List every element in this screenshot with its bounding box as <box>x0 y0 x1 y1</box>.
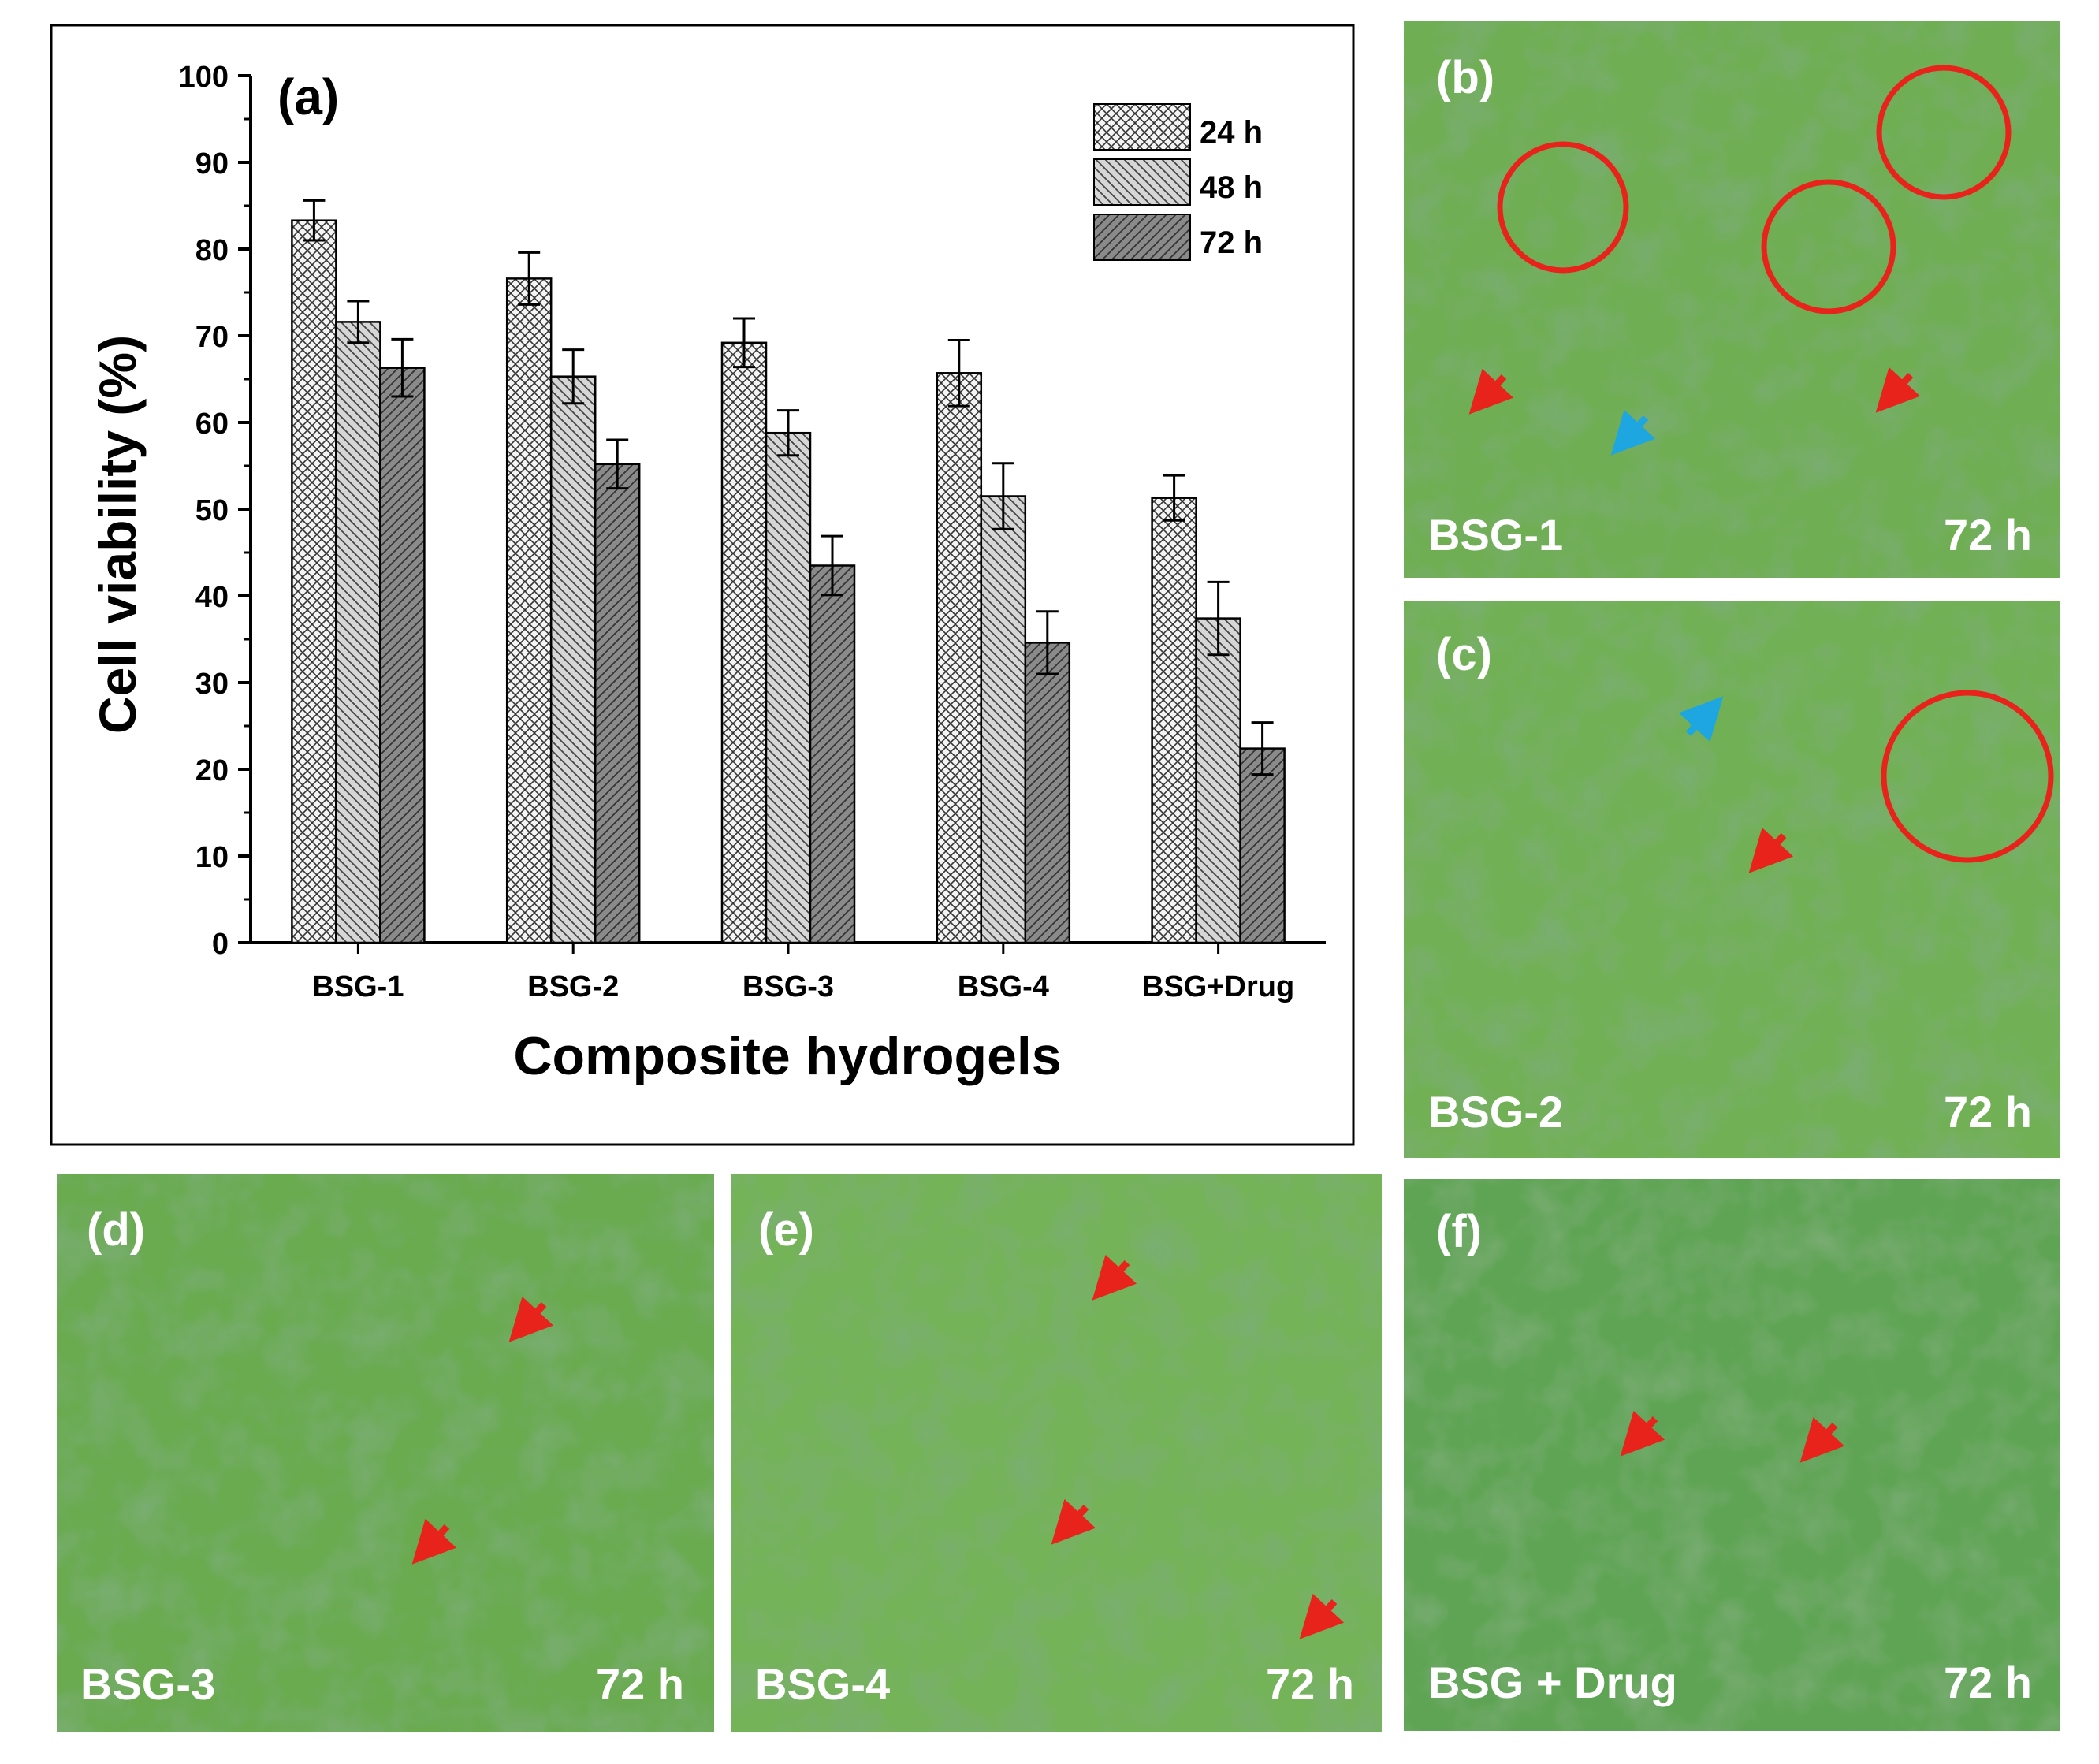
annotation-arrow-red <box>411 1518 457 1565</box>
micrograph-f-time: 72 h <box>1944 1658 2032 1707</box>
chart-area: 0 10 20 30 40 50 60 70 80 90 100 BSG-1 BSG-2 BSG-3 BSG… <box>179 61 1326 1003</box>
legend-label-48h: 48 h <box>1200 170 1263 205</box>
micrograph-f-image <box>1404 1179 2060 1731</box>
legend-label-24h: 24 h <box>1200 115 1263 150</box>
micrograph-panels: (b) BSG-1 72 h (c) BSG-2 72 h (d) BSG-3 … <box>57 21 2060 1732</box>
x-tick-label: BSG-3 <box>742 970 834 1003</box>
chart-panel: 0 10 20 30 40 50 60 70 80 90 100 BSG-1 BSG-2 BSG-3 BSG… <box>50 24 1355 1146</box>
micrograph-e-label: (e) <box>758 1204 814 1256</box>
micrograph-d-label: (d) <box>87 1204 145 1256</box>
micrograph-f-label: (f) <box>1436 1206 1482 1257</box>
bar-72h-BSG+Drug <box>1239 747 1286 944</box>
annotation-arrow-cyan <box>1678 696 1724 742</box>
micrograph-f: (f) BSG + Drug 72 h <box>1404 1179 2060 1731</box>
bar-24h-BSG+Drug <box>1151 497 1197 944</box>
y-tick-label: 50 <box>195 494 229 527</box>
x-tick-label: BSG-2 <box>527 970 619 1003</box>
y-tick-label: 60 <box>195 408 229 441</box>
micrograph-d-time: 72 h <box>596 1659 684 1709</box>
annotation-circle <box>1761 179 1896 314</box>
micrograph-b-image <box>1404 21 2060 578</box>
micrograph-c-sample: BSG-2 <box>1428 1087 1563 1137</box>
bar-24h-BSG-1 <box>291 219 337 944</box>
bar-48h-BSG-3 <box>765 431 812 944</box>
micrograph-e-sample: BSG-4 <box>755 1659 890 1709</box>
micrograph-e: (e) BSG-4 72 h <box>731 1174 1382 1732</box>
micrograph-f-sample: BSG + Drug <box>1428 1658 1677 1707</box>
legend-label-72h: 72 h <box>1200 225 1263 260</box>
micrograph-c-time: 72 h <box>1944 1087 2032 1137</box>
bar-24h-BSG-2 <box>505 277 553 944</box>
annotation-circle <box>1876 65 2012 200</box>
annotation-circle <box>1497 141 1629 274</box>
annotation-arrow-red <box>508 1296 554 1342</box>
micrograph-b: (b) BSG-1 72 h <box>1404 21 2060 578</box>
micrograph-c: (c) BSG-2 72 h <box>1404 601 2060 1158</box>
legend: 24 h 48 h 72 h <box>1093 103 1263 261</box>
y-axis-label: Cell viability (%) <box>88 335 147 734</box>
annotation-arrow-red <box>1092 1254 1137 1301</box>
y-tick-label: 10 <box>195 841 229 874</box>
annotation-arrow-red <box>1748 827 1794 873</box>
bar-24h-BSG-4 <box>936 372 983 944</box>
micrograph-d-image <box>57 1174 714 1732</box>
y-tick-label: 30 <box>195 668 229 701</box>
micrograph-b-time: 72 h <box>1944 510 2032 560</box>
micrograph-b-sample: BSG-1 <box>1428 510 1563 560</box>
x-axis-label: Composite hydrogels <box>513 1026 1061 1086</box>
annotation-circle <box>1881 690 2054 863</box>
annotation-arrow-red <box>1799 1416 1845 1463</box>
micrograph-d-sample: BSG-3 <box>80 1659 215 1709</box>
bar-48h-BSG-2 <box>549 375 597 944</box>
x-tick-label: BSG+Drug <box>1142 970 1294 1003</box>
bar-72h-BSG-2 <box>594 463 641 944</box>
legend-swatch-24h <box>1093 103 1191 151</box>
micrograph-c-image <box>1404 601 2060 1158</box>
bar-72h-BSG-3 <box>809 564 856 944</box>
bar-48h-BSG+Drug <box>1195 617 1241 944</box>
annotation-arrow-red <box>1875 367 1921 413</box>
annotation-arrow-red <box>1051 1498 1096 1545</box>
y-tick-label: 0 <box>212 928 229 961</box>
bar-48h-BSG-4 <box>980 495 1027 944</box>
bar-72h-BSG-1 <box>379 367 426 944</box>
bar-24h-BSG-3 <box>720 341 768 944</box>
micrograph-b-label: (b) <box>1436 52 1494 103</box>
legend-swatch-48h <box>1093 158 1191 206</box>
y-tick-label: 20 <box>195 754 229 787</box>
legend-swatch-72h <box>1093 214 1191 261</box>
chart-frame <box>50 24 1355 1146</box>
bar-72h-BSG-4 <box>1024 642 1071 944</box>
annotation-arrow-cyan <box>1610 409 1656 456</box>
annotation-arrow-red <box>1620 1410 1665 1457</box>
annotation-arrow-red <box>1299 1593 1345 1639</box>
y-tick-label: 90 <box>195 147 229 180</box>
micrograph-c-label: (c) <box>1436 629 1492 680</box>
y-tick-label: 80 <box>195 234 229 267</box>
y-tick-label: 70 <box>195 321 229 354</box>
micrograph-d: (d) BSG-3 72 h <box>57 1174 714 1732</box>
annotation-arrow-red <box>1468 368 1514 415</box>
x-tick-label: BSG-1 <box>312 970 404 1003</box>
micrograph-e-time: 72 h <box>1266 1659 1354 1709</box>
bar-48h-BSG-1 <box>335 321 381 944</box>
y-tick-label: 40 <box>195 581 229 614</box>
micrograph-e-image <box>731 1174 1382 1732</box>
panel-label-a: (a) <box>277 69 339 125</box>
x-tick-label: BSG-4 <box>958 970 1049 1003</box>
y-tick-label: 100 <box>179 61 229 94</box>
